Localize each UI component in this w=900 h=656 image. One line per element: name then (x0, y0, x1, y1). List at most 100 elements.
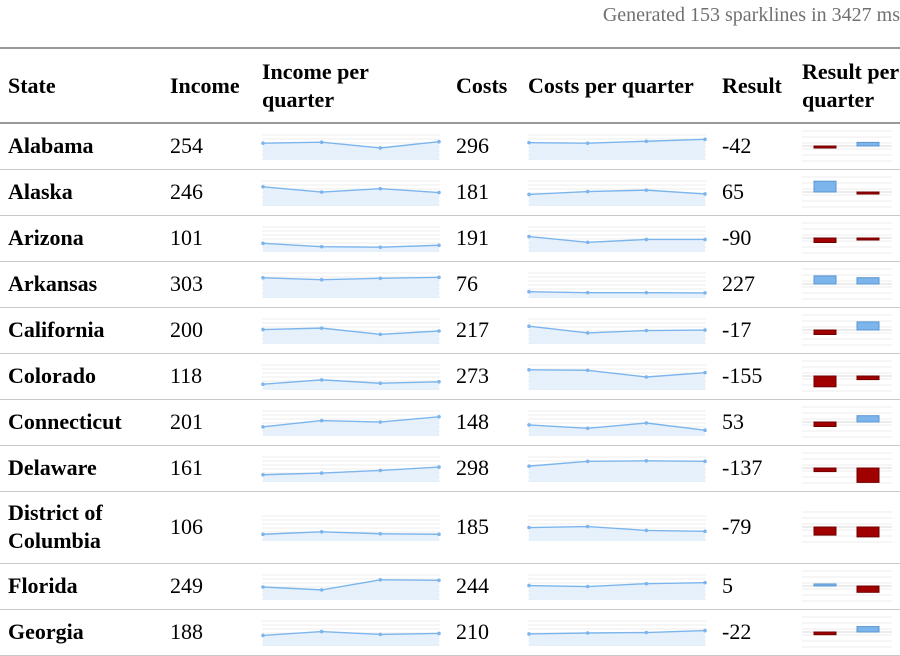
sparkline-point (703, 459, 707, 464)
result-sparkline-cell (794, 563, 900, 609)
sparkline-chart (527, 226, 707, 252)
sparkline-chart (527, 456, 707, 482)
sparkline-chart (261, 515, 441, 541)
sparkline-point (261, 184, 265, 189)
sparkline-chart (261, 574, 441, 600)
sparkline-point (585, 189, 590, 194)
sparkline-line (262, 186, 440, 194)
col-header-income-per-quarter[interactable]: Income per quarter (262, 58, 369, 112)
table-row[interactable]: Georgia 188 210 -22 (0, 609, 900, 655)
income-cell: 101 (170, 225, 203, 250)
sparkline-point (437, 631, 441, 636)
sparkline-point (378, 578, 383, 582)
col-header-state[interactable]: State (8, 72, 56, 98)
col-header-costs[interactable]: Costs (456, 72, 508, 98)
positive-bar (813, 275, 837, 285)
sparkline-line (262, 531, 440, 535)
positive-bar (813, 583, 837, 587)
sparkline-point (319, 471, 324, 475)
result-sparkline-cell (794, 353, 900, 399)
table-row[interactable]: Connecticut 201 148 53 (0, 399, 900, 445)
result-cell: 53 (722, 409, 744, 434)
sparkline-point (644, 459, 649, 463)
sparkline-point (437, 414, 441, 419)
sparkline-line (262, 242, 440, 248)
result-cell: 5 (722, 573, 733, 598)
sparkline-point (527, 464, 531, 468)
sparkline-line (528, 422, 706, 431)
costs-sparkline-cell (520, 261, 714, 307)
table-row[interactable]: District of Columbia 106 185 -79 (0, 491, 900, 563)
sparkline-point (319, 588, 324, 592)
costs-sparkline-cell (520, 123, 714, 169)
result-cell: -90 (722, 225, 752, 250)
col-header-income[interactable]: Income (170, 72, 240, 98)
sparkline-point (261, 472, 265, 477)
table-row[interactable]: Colorado 118 273 -155 (0, 353, 900, 399)
negative-bar (813, 526, 837, 536)
sparkline-point (261, 425, 265, 429)
table-row[interactable]: Alaska 246 181 65 (0, 169, 900, 215)
col-header-result-per-quarter[interactable]: Result per quarter (802, 58, 899, 112)
sparkline-point (437, 578, 441, 583)
sparkline-area (529, 369, 705, 390)
positive-bar (856, 142, 880, 147)
sparkline-point (644, 375, 649, 379)
sparkline-point (527, 234, 531, 239)
sparkline-point (644, 139, 649, 144)
sparkline-area (529, 460, 705, 482)
income-sparkline-cell (254, 491, 448, 563)
table-row[interactable]: Arkansas 303 76 227 (0, 261, 900, 307)
sparkline-area (263, 379, 439, 390)
result-bar-chart (802, 222, 892, 254)
result-bar-chart (802, 570, 892, 602)
costs-cell: 298 (456, 455, 489, 480)
sparkline-line (262, 141, 440, 149)
col-header-costs-per-quarter[interactable]: Costs per quarter (528, 72, 694, 98)
sparkline-area (529, 582, 705, 600)
table-row[interactable]: Florida 249 244 5 (0, 563, 900, 609)
result-sparkline-cell (794, 261, 900, 307)
table-row[interactable]: Arizona 101 191 -90 (0, 215, 900, 261)
col-header-result[interactable]: Result (722, 72, 782, 98)
sparkline-point (378, 245, 383, 249)
result-bar-chart (802, 360, 892, 392)
sparkline-area (263, 328, 439, 344)
income-sparkline-cell (254, 609, 448, 655)
result-sparkline-cell (794, 491, 900, 563)
sparkline-area (529, 139, 705, 161)
sparkline-point (261, 532, 265, 537)
sparkline-chart (527, 515, 707, 541)
sparkline-point (319, 530, 324, 534)
sparkline-point (527, 192, 531, 197)
sparkline-line (528, 581, 706, 588)
sparkline-point (644, 421, 649, 425)
sparkline-chart (261, 318, 441, 344)
income-cell: 254 (170, 133, 203, 159)
income-cell: 201 (170, 409, 203, 434)
costs-cell: 148 (456, 409, 489, 434)
sparkline-chart (527, 620, 707, 646)
header-row: State Income Income per quarter Costs Co… (0, 48, 900, 123)
sparkline-point (319, 378, 324, 382)
result-bar-chart (802, 616, 892, 648)
sparkline-point (437, 532, 441, 537)
sparkline-point (703, 529, 707, 534)
negative-bar (813, 329, 837, 335)
table-row[interactable]: Alabama 254 296 -42 (0, 123, 900, 169)
sparkline-point (319, 190, 324, 194)
table-row[interactable]: California 200 217 -17 (0, 307, 900, 353)
sparkline-point (437, 275, 441, 280)
sparkline-area (263, 467, 439, 482)
sparkline-point (527, 141, 531, 145)
table-row[interactable]: Delaware 161 298 -137 (0, 445, 900, 491)
sparkline-area (263, 141, 439, 161)
state-cell: Arkansas (8, 271, 98, 296)
negative-bar (813, 375, 837, 388)
costs-sparkline-cell (520, 215, 714, 261)
sparkline-point (527, 368, 531, 372)
income-sparkline-cell (254, 353, 448, 399)
sparkline-point (437, 465, 441, 469)
income-cell: 246 (170, 179, 203, 204)
sparkline-line (262, 579, 440, 591)
